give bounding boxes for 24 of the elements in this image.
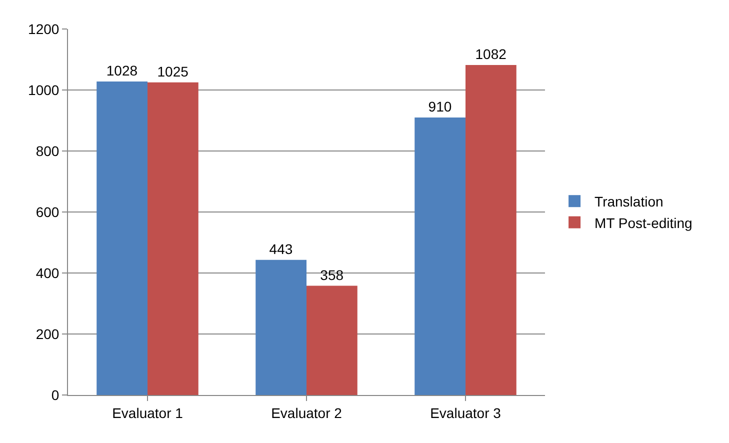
x-tick-label: Evaluator 3 [430, 404, 502, 421]
bar [256, 260, 306, 395]
bar [96, 81, 148, 395]
y-tick-label: 1000 [28, 82, 60, 98]
y-tick-label: 600 [36, 204, 60, 220]
data-label: 443 [269, 240, 293, 257]
data-label: 358 [320, 266, 344, 283]
x-tick-label: Evaluator 2 [271, 404, 342, 421]
y-tick-label: 1200 [28, 20, 60, 37]
data-label: 1082 [475, 46, 507, 62]
y-tick-label: 800 [36, 142, 60, 159]
bar [466, 64, 516, 395]
data-label: 1025 [157, 63, 189, 80]
x-tick-label: Evaluator 1 [112, 404, 184, 421]
data-label: 1028 [106, 62, 138, 78]
y-tick-label: 400 [36, 264, 60, 281]
data-label: 910 [428, 98, 452, 114]
bar [414, 117, 466, 395]
y-tick-label: 200 [36, 326, 60, 342]
legend-label: MT Post-editing [594, 214, 692, 231]
legend-label: Translation [594, 194, 664, 210]
bar [148, 82, 198, 395]
y-tick-label: 0 [51, 386, 60, 403]
bar [306, 286, 358, 395]
